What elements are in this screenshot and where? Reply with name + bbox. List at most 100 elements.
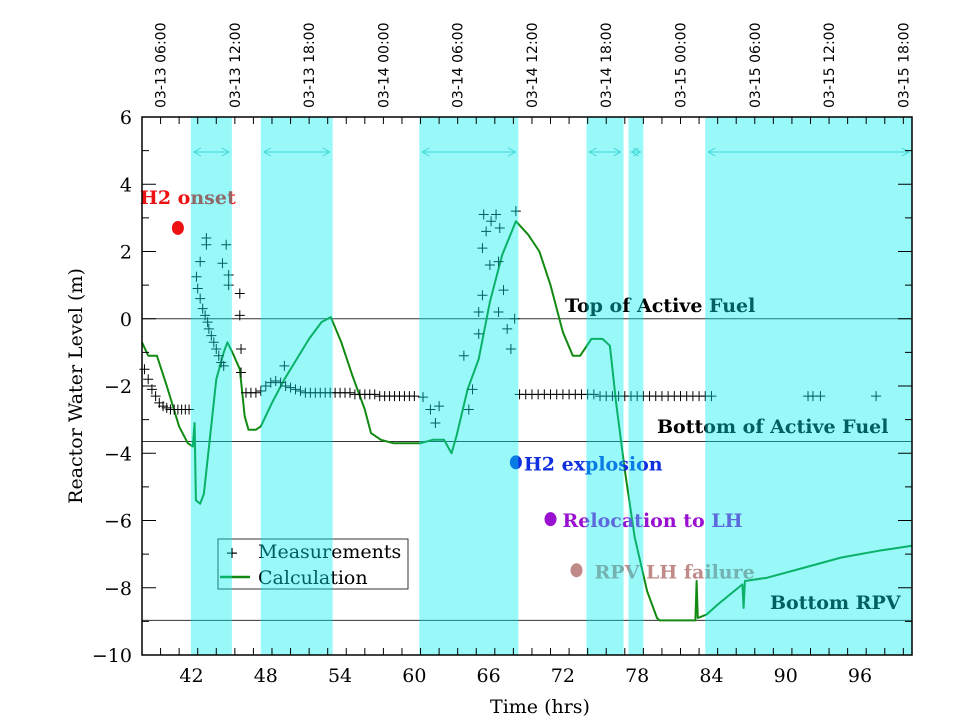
measurement-point: [250, 387, 261, 398]
measurement-point: [280, 381, 291, 391]
event-label: RPV LH failure: [595, 561, 755, 583]
x-tick-label: 72: [551, 665, 575, 687]
reference-label: Bottom of Active Fuel: [657, 416, 888, 438]
top-date-label: 03-14 06:00: [451, 23, 467, 108]
x-tick-label: 54: [328, 665, 352, 687]
measurement-point: [218, 360, 229, 371]
y-tick-label: 4: [120, 174, 132, 196]
y-tick-label: −6: [104, 511, 132, 533]
y-tick-label: 6: [120, 107, 132, 129]
x-tick-label: 60: [402, 665, 426, 687]
calculation-series: [141, 220, 913, 622]
y-tick-label: 2: [120, 242, 132, 264]
reference-label: Top of Active Fuel: [565, 295, 755, 317]
legend: + Measurements Calculation: [217, 538, 409, 590]
measurement-point: [184, 404, 195, 415]
measurement-point: [430, 417, 441, 428]
measurement-point: [295, 386, 306, 397]
event-marker: [570, 563, 583, 578]
measurement-point: [418, 392, 429, 403]
measurement-point: [200, 310, 211, 321]
top-date-label: 03-15 00:00: [674, 23, 690, 108]
event-label: H2 explosion: [524, 453, 663, 475]
event-markers: H2 onset H2 explosion Relocation to LH RPV …: [140, 187, 755, 583]
measurement-point: [706, 391, 717, 402]
measurement-point: [234, 288, 245, 299]
reference-labels: Top of Active Fuel Bottom of Active Fuel B…: [565, 295, 902, 614]
measurement-point: [502, 323, 513, 334]
x-tick-label: 42: [179, 665, 203, 687]
event-marker: [509, 455, 522, 470]
measurement-point: [203, 323, 214, 334]
measurement-point: [290, 384, 301, 395]
legend-plus-icon: +: [225, 543, 238, 562]
legend-box: [217, 538, 409, 590]
measurement-point: [491, 209, 502, 220]
x-axis-label: Time (hrs): [490, 696, 590, 718]
measurement-point: [481, 226, 492, 237]
measurement-point: [270, 375, 281, 386]
measurement-point: [195, 256, 206, 267]
event-label: H2 onset: [140, 187, 236, 209]
measurement-point: [211, 344, 222, 355]
measurement-point: [588, 389, 599, 400]
measurement-point: [197, 303, 208, 314]
measurement-point: [509, 313, 520, 324]
interval-arrow: [707, 147, 911, 157]
measurement-point: [139, 364, 150, 375]
measurement-point: [221, 239, 232, 250]
top-date-label: 03-15 12:00: [822, 23, 838, 108]
measurement-point: [255, 386, 266, 397]
event-marker: [171, 220, 184, 235]
measurement-point: [213, 350, 224, 361]
measurement-point: [510, 206, 521, 217]
measurement-point: [208, 337, 219, 348]
x-tick-label: 66: [477, 665, 501, 687]
measurement-point: [201, 239, 212, 250]
measurement-point: [467, 384, 478, 395]
measurement-point: [191, 271, 202, 282]
y-tick-label: −2: [104, 376, 132, 398]
measurement-point: [493, 256, 504, 267]
y-tick-label: −8: [104, 578, 132, 600]
measurement-point: [486, 216, 497, 227]
measurement-point: [223, 280, 234, 291]
measurement-point: [195, 293, 206, 304]
top-date-axis: 03-13 06:00 03-13 12:00 03-13 18:00 03-14 0…: [154, 23, 913, 108]
measurement-point: [473, 307, 484, 318]
measurement-point: [477, 290, 488, 301]
measurement-point: [505, 344, 516, 355]
y-tick-label: −10: [92, 645, 132, 667]
top-date-label: 03-14 18:00: [599, 23, 615, 108]
top-date-label: 03-15 18:00: [896, 23, 912, 108]
interval-arrow: [630, 147, 642, 157]
measurement-point: [369, 389, 380, 400]
reference-label: Bottom RPV: [770, 592, 902, 614]
y-tick-label: 0: [120, 309, 132, 331]
measurement-point: [143, 374, 154, 385]
shaded-interval: [260, 117, 333, 655]
measurement-point: [236, 367, 247, 378]
top-date-label: 03-15 06:00: [748, 23, 764, 108]
y-tick-label: −4: [104, 443, 132, 465]
shaded-interval: [628, 117, 644, 655]
measurement-point: [494, 222, 505, 233]
interval-arrow: [421, 147, 517, 157]
shaded-interval: [190, 117, 232, 655]
interval-arrow: [588, 147, 622, 157]
measurement-point: [234, 310, 245, 321]
shaded-intervals: [190, 117, 912, 655]
measurement-point: [344, 387, 355, 398]
measurement-point: [236, 344, 247, 355]
measurement-point: [458, 350, 469, 361]
measurement-point: [192, 283, 203, 294]
event-label: Relocation to LH: [563, 510, 743, 532]
top-date-label: 03-14 12:00: [525, 23, 541, 108]
shaded-interval: [705, 117, 912, 655]
shaded-interval: [586, 117, 624, 655]
x-tick-label: 84: [699, 665, 723, 687]
interval-arrow: [262, 147, 331, 157]
calculation-line: [141, 220, 913, 622]
